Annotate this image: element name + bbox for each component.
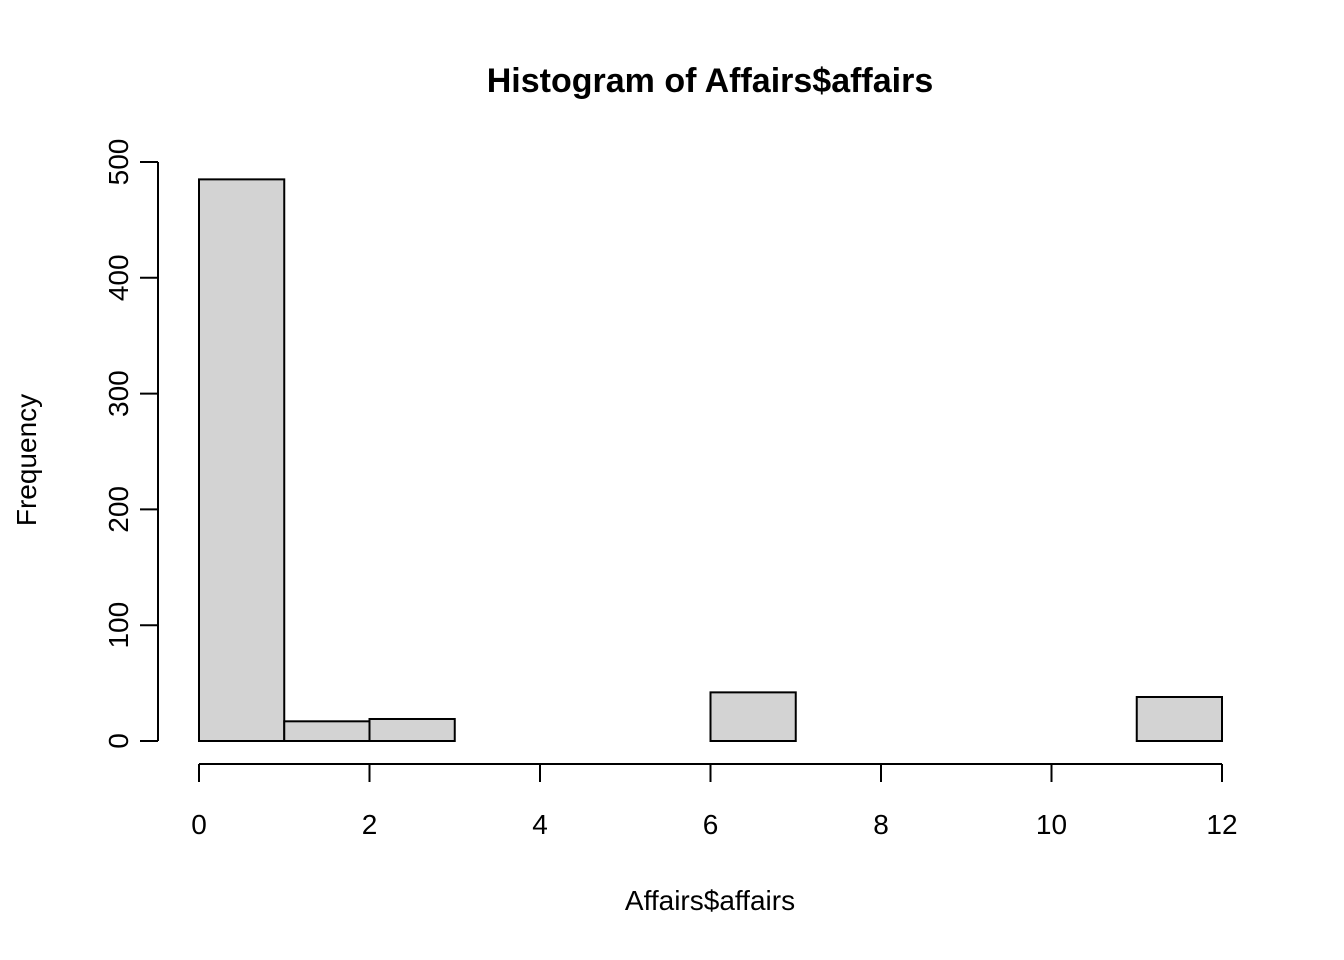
histogram-bar-2 xyxy=(368,717,456,742)
x-tick-label-8: 8 xyxy=(873,809,889,840)
y-tick-label-400: 400 xyxy=(103,254,134,301)
histogram-bar-11 xyxy=(1135,695,1223,742)
bars-group xyxy=(198,178,1223,743)
y-tick-label-100: 100 xyxy=(103,602,134,649)
y-tick-label-200: 200 xyxy=(103,486,134,533)
y-tick-label-0: 0 xyxy=(103,733,134,749)
y-axis-label: Frequency xyxy=(11,394,42,526)
x-tick-label-4: 4 xyxy=(532,809,548,840)
histogram-bar-6 xyxy=(709,691,797,743)
x-axis: 0 2 4 6 8 10 12 xyxy=(191,763,1238,840)
x-tick-label-12: 12 xyxy=(1206,809,1237,840)
y-tick-label-500: 500 xyxy=(103,139,134,186)
chart-title: Histogram of Affairs$affairs xyxy=(487,62,934,100)
histogram-bar-0 xyxy=(198,178,286,742)
x-tick-label-6: 6 xyxy=(703,809,719,840)
histogram-bar-1 xyxy=(283,720,371,743)
x-axis-label: Affairs$affairs xyxy=(625,885,795,916)
y-axis: 0 100 200 300 400 500 xyxy=(103,139,159,749)
x-tick-label-2: 2 xyxy=(362,809,378,840)
x-tick-label-0: 0 xyxy=(191,809,207,840)
x-tick-label-10: 10 xyxy=(1036,809,1067,840)
y-tick-label-300: 300 xyxy=(103,370,134,417)
